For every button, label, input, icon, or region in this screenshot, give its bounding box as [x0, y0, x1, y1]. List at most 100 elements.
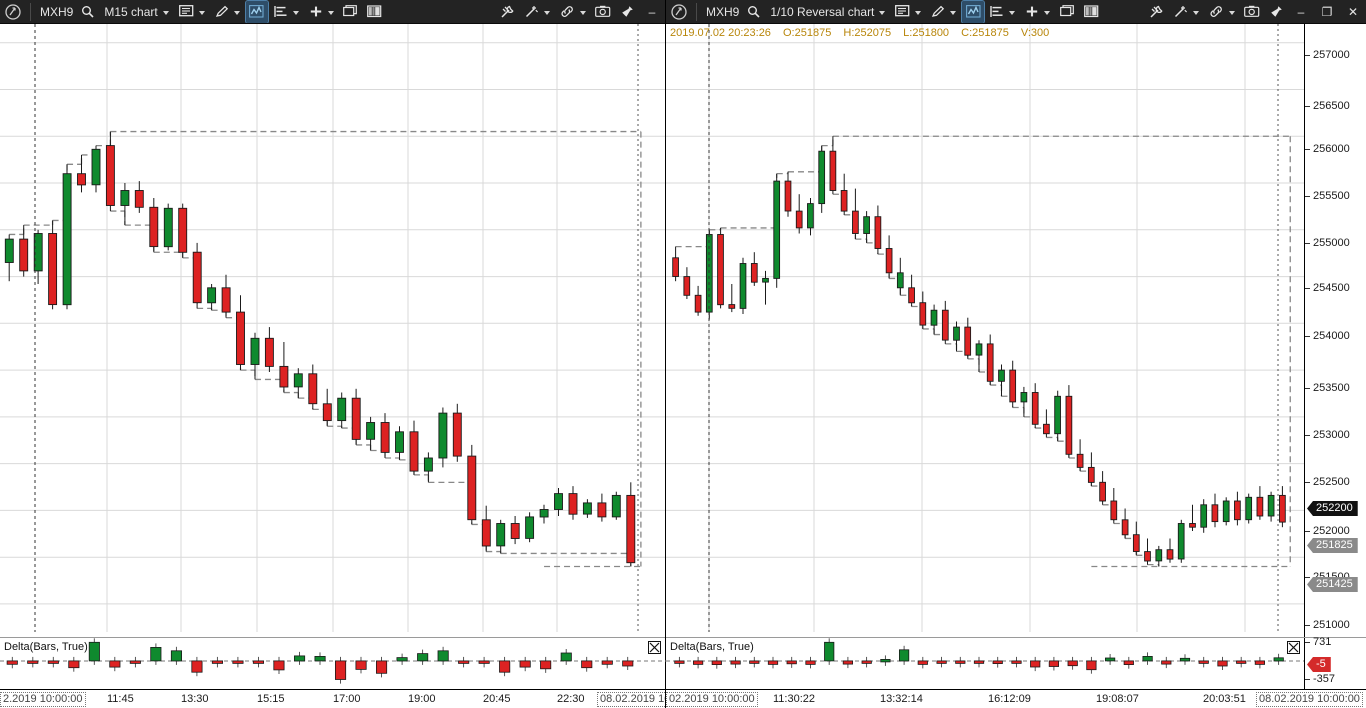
chart-type-selector-left[interactable]: M15 chart	[99, 1, 173, 23]
time-tick-label: 20:03:51	[1203, 693, 1246, 705]
window-icon[interactable]	[1056, 1, 1078, 23]
readout-open: O:251875	[783, 27, 832, 39]
tick-label: 257000	[1313, 49, 1350, 61]
close-icon[interactable]	[648, 641, 661, 654]
chevron-down-icon	[1044, 10, 1051, 15]
chevron-down-icon	[544, 10, 550, 15]
symbol-label-right[interactable]: MXH9	[706, 4, 740, 19]
tick-dash	[1305, 531, 1310, 532]
time-tick-label: 16:12:09	[988, 693, 1031, 705]
pencil-dropdown-right[interactable]	[926, 1, 961, 23]
tick-label: 256000	[1313, 143, 1350, 155]
price-plot-right[interactable]	[666, 24, 1304, 637]
tick-label: 251000	[1313, 619, 1350, 631]
time-tick-label: 22:30	[557, 693, 585, 705]
add-dropdown-left[interactable]	[304, 1, 339, 23]
tick-dash	[1305, 196, 1310, 197]
time-axis-right[interactable]: 02.2019 10:00:00 11:30:22 13:32:14 16:12:09…	[666, 689, 1366, 708]
tick-dash	[1305, 482, 1310, 483]
time-tick-label: 08.02.2019 10:00	[597, 692, 665, 707]
delta-value-tag[interactable]: -5	[1307, 657, 1331, 672]
time-tick-label: 2.2019 10:00:00	[0, 692, 86, 707]
chart-type-selector-right[interactable]: 1/10 Reversal chart	[765, 1, 890, 23]
time-tick-label: 11:30:22	[773, 693, 816, 705]
time-tick-label: 20:45	[483, 693, 511, 705]
symbol-label-left[interactable]: MXH9	[40, 4, 74, 19]
chart-area-right[interactable]: 2019.07.02 20:23:26 O:251875 H:252075 L:…	[666, 24, 1366, 637]
magic-dropdown-left[interactable]	[520, 1, 555, 23]
price-plot-left[interactable]	[0, 24, 665, 637]
price-tick: 252500	[1305, 476, 1350, 489]
monitor-dropdown-right[interactable]	[890, 1, 926, 23]
levels-dropdown-right[interactable]	[985, 1, 1020, 23]
price-tag-black[interactable]: 252200	[1307, 501, 1358, 516]
minimize-button[interactable]: –	[1297, 4, 1305, 19]
tools-icon[interactable]	[497, 1, 519, 23]
indicator-icon[interactable]	[244, 0, 269, 23]
readout-high: H:252075	[843, 27, 892, 39]
columns-icon[interactable]	[364, 1, 386, 23]
chart-type-label-left: M15 chart	[104, 4, 158, 19]
levels-dropdown-left[interactable]	[269, 1, 304, 23]
close-button[interactable]: ✕	[1347, 4, 1359, 19]
plus-icon	[1025, 5, 1039, 18]
chart-area-left[interactable]	[0, 24, 665, 637]
toolbar-right: MXH9 1/10 Reversal chart	[666, 0, 1366, 24]
search-icon[interactable]	[742, 1, 764, 23]
add-dropdown-right[interactable]	[1020, 1, 1055, 23]
link-dropdown-left[interactable]	[555, 1, 591, 23]
delta-scale-right[interactable]: 731 -5 -357	[1304, 636, 1366, 689]
delta-tick: 731	[1305, 636, 1331, 649]
tools-icon[interactable]	[1146, 1, 1168, 23]
search-icon[interactable]	[76, 1, 98, 23]
pencil-icon	[215, 5, 229, 18]
tick-dash	[1305, 149, 1310, 150]
delta-title-right: Delta(Bars, True)	[670, 641, 754, 653]
tick-label: -357	[1313, 673, 1336, 685]
monitor-dropdown-left[interactable]	[174, 1, 210, 23]
levels-icon	[990, 5, 1004, 18]
tick-dash	[1305, 679, 1310, 680]
levels-icon	[274, 5, 288, 18]
price-tick: 257000	[1305, 49, 1350, 62]
pencil-dropdown-left[interactable]	[210, 1, 245, 23]
delta-subpanel-right[interactable]: Delta(Bars, True) 731 -5 -357	[666, 636, 1366, 689]
link-dropdown-right[interactable]	[1204, 1, 1240, 23]
pencil-icon	[931, 5, 945, 18]
window-icon[interactable]	[340, 1, 362, 23]
delta-subpanel-left[interactable]: Delta(Bars, True)	[0, 637, 666, 689]
price-tag-grey[interactable]: 251425	[1307, 577, 1358, 592]
tick-label: 255500	[1313, 190, 1350, 202]
delta-tick: -357	[1305, 673, 1335, 686]
chevron-down-icon	[1009, 10, 1016, 15]
delta-title-left: Delta(Bars, True)	[4, 641, 88, 653]
maximize-button[interactable]: ❐	[1321, 4, 1333, 19]
chevron-down-icon	[915, 10, 922, 15]
time-tick-label: 13:30	[181, 693, 209, 705]
time-tick-label: 08.02.2019 10:00:00	[1256, 692, 1363, 707]
toolbar-separator	[696, 2, 697, 21]
tick-dash	[1305, 435, 1310, 436]
pin-icon[interactable]	[1265, 1, 1287, 23]
link-icon	[560, 5, 575, 18]
pin-icon[interactable]	[616, 1, 638, 23]
monitor-icon	[895, 5, 910, 18]
close-icon[interactable]	[1287, 641, 1300, 654]
indicator-icon[interactable]	[961, 0, 986, 23]
monitor-icon	[178, 5, 194, 18]
camera-icon[interactable]	[592, 1, 614, 23]
magic-dropdown-right[interactable]	[1169, 1, 1204, 23]
time-axis-left[interactable]: 2.2019 10:00:00 11:45 13:30 15:15 17:00 19:00…	[0, 689, 665, 708]
price-tag-grey[interactable]: 251825	[1307, 538, 1358, 553]
tick-label: 253500	[1313, 382, 1350, 394]
tick-dash	[1305, 388, 1310, 389]
price-scale-right[interactable]: 257000 256500 256000 255500 255000 254500 2540…	[1304, 24, 1366, 637]
minimize-button-left[interactable]: –	[648, 4, 656, 19]
link-icon	[1209, 5, 1224, 18]
camera-icon[interactable]	[1241, 1, 1263, 23]
tick-dash	[1305, 336, 1310, 337]
columns-icon[interactable]	[1080, 1, 1102, 23]
chevron-down-icon	[198, 10, 205, 15]
chevron-down-icon	[292, 10, 299, 15]
